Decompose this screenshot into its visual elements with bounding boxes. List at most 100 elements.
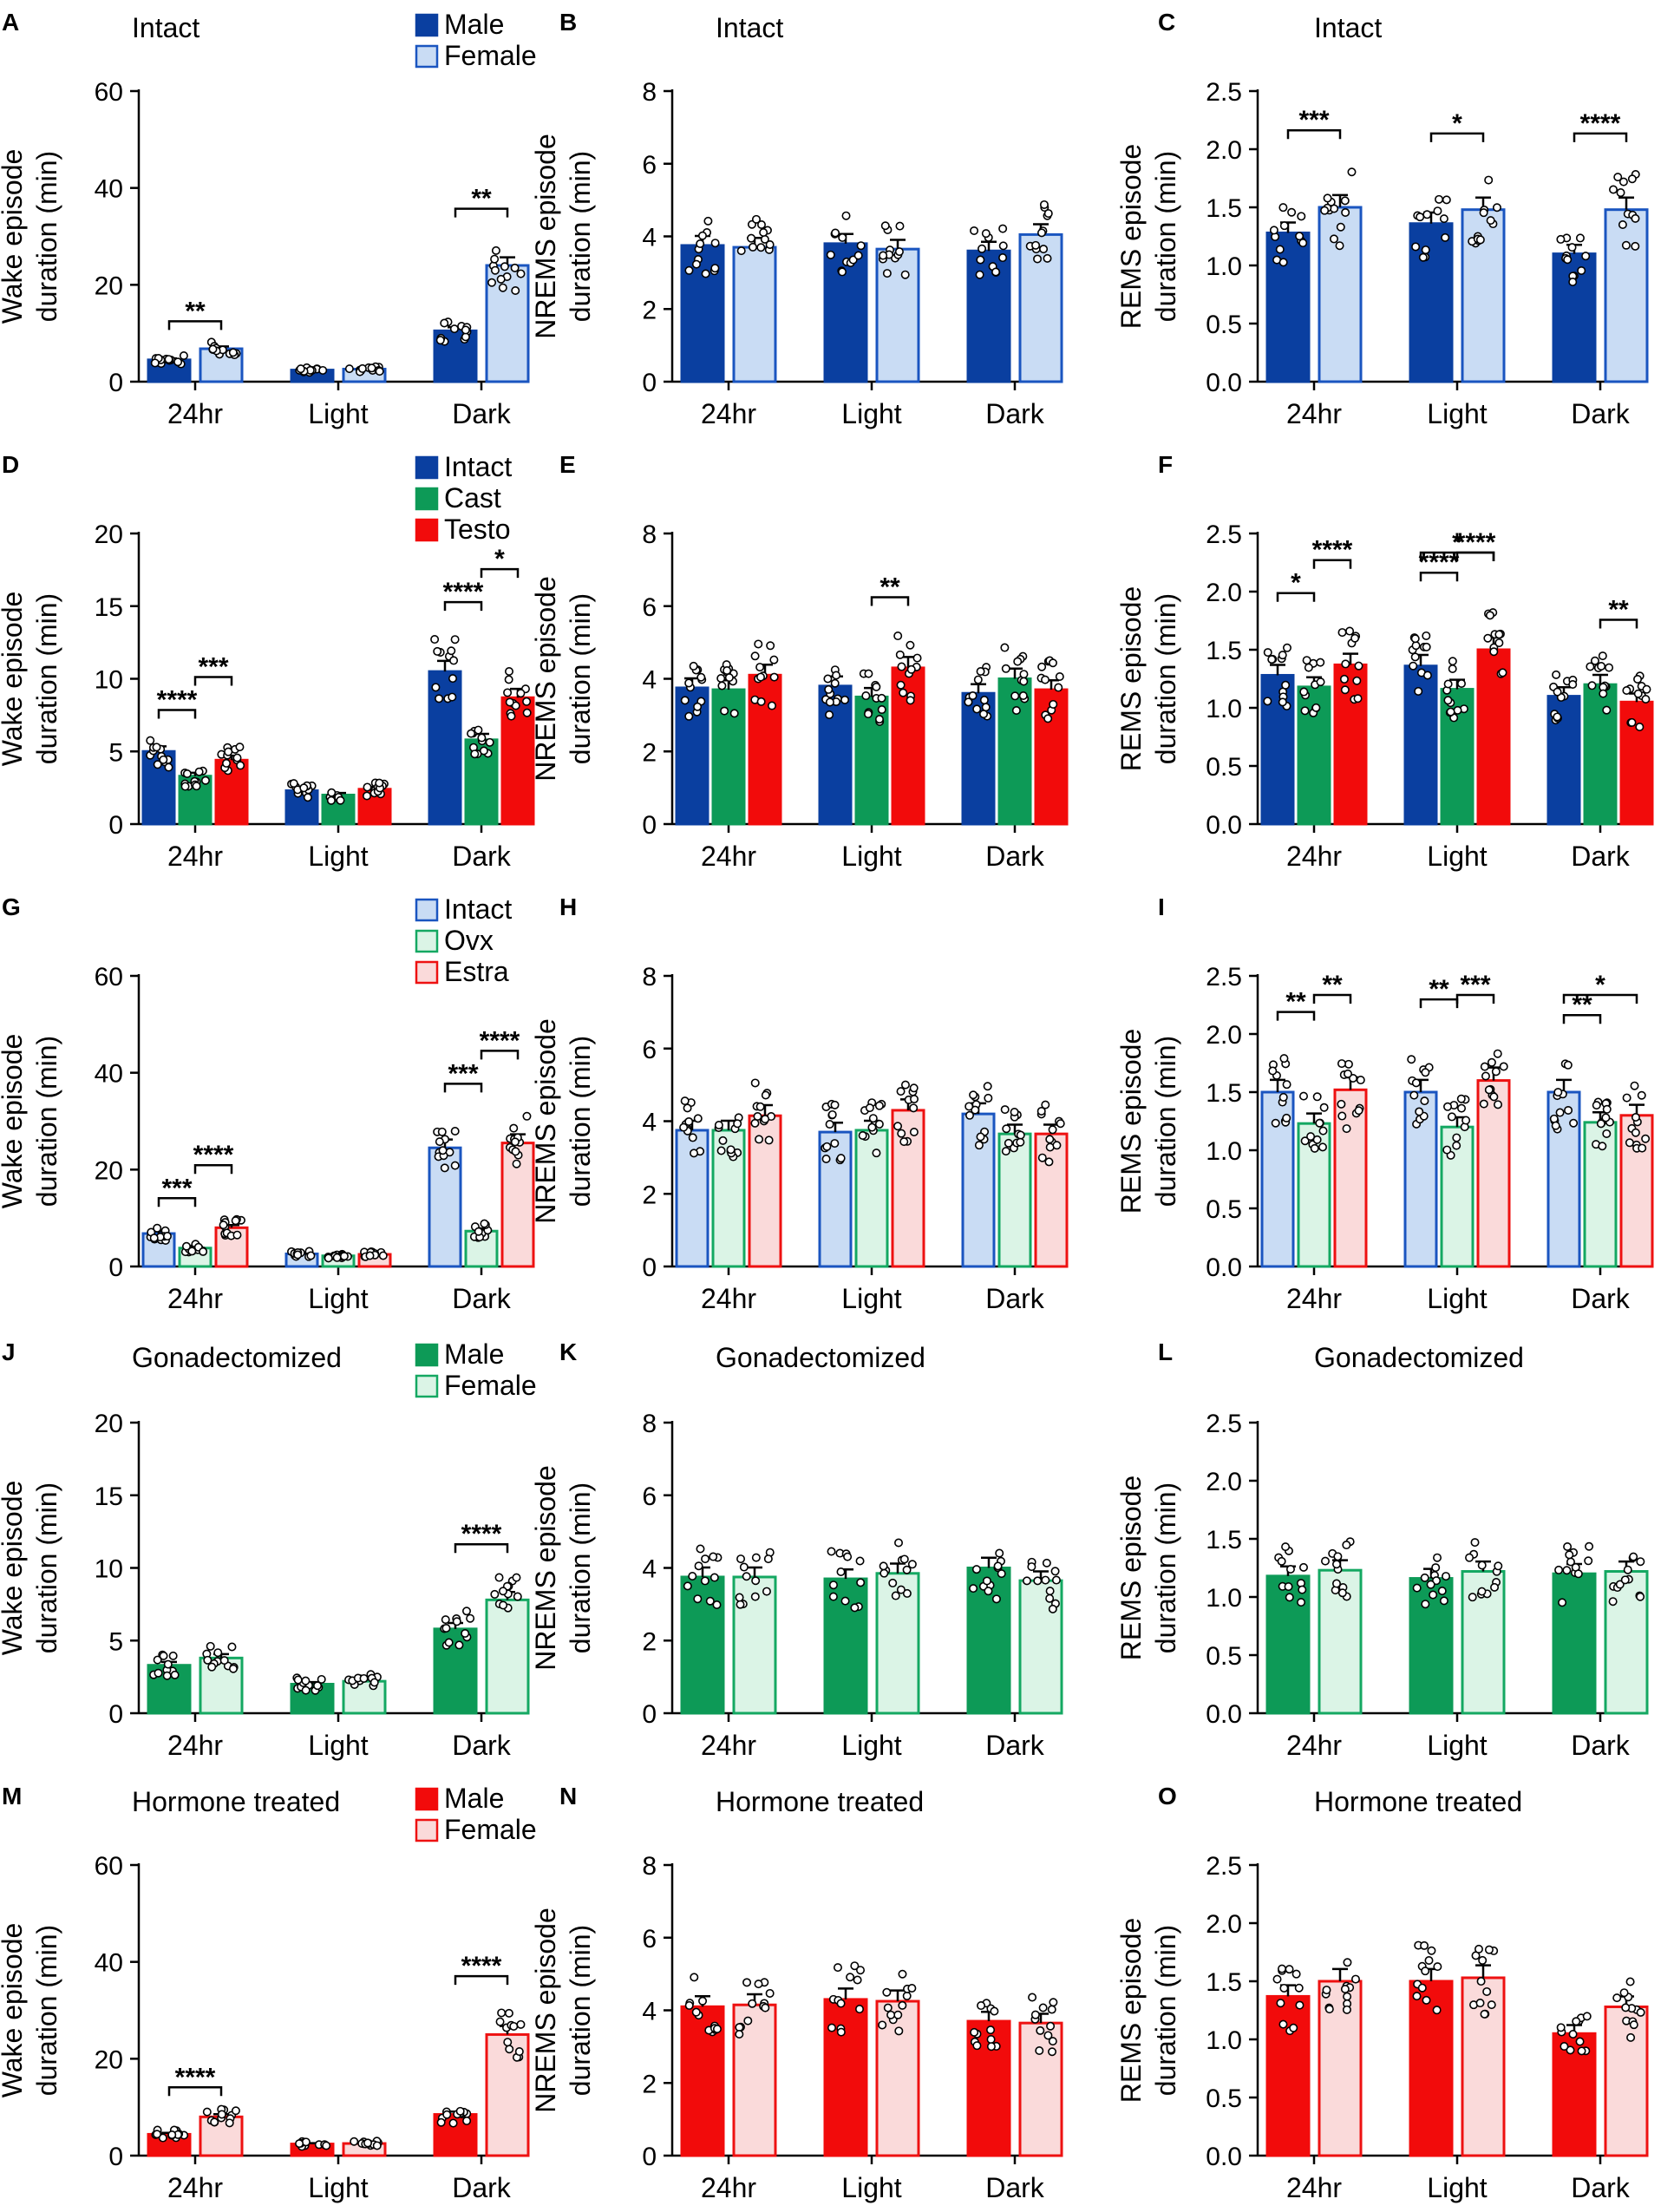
data-point	[709, 1573, 719, 1582]
data-point	[764, 1135, 774, 1145]
data-point	[1285, 1593, 1294, 1602]
data-point	[510, 263, 520, 272]
data-point	[684, 2000, 694, 2010]
y-axis-label: duration (min)	[31, 593, 62, 764]
data-point	[318, 365, 328, 375]
data-point	[831, 228, 840, 238]
y-tick-label: 1.0	[1206, 252, 1242, 281]
data-point	[480, 1219, 489, 1228]
y-tick-label: 10	[95, 666, 123, 695]
y-tick-label: 1.0	[1206, 695, 1242, 723]
legend-label: Ovx	[444, 925, 494, 956]
data-point	[1482, 1986, 1492, 1996]
data-point	[907, 1984, 917, 1993]
data-point	[503, 2038, 513, 2047]
legend-label: Male	[444, 9, 504, 40]
data-point	[972, 704, 982, 714]
data-point	[696, 672, 706, 682]
data-point	[850, 1961, 860, 1971]
significance-label: **	[1285, 988, 1306, 1017]
data-point	[1414, 686, 1423, 696]
data-point	[452, 1617, 461, 1626]
data-point	[1431, 1563, 1441, 1573]
bar-female-dark	[1604, 208, 1649, 383]
panel-l: L Gonadectomized REMS episode duration (min…	[1115, 1338, 1649, 1761]
data-point	[1318, 1142, 1327, 1152]
data-point	[1489, 647, 1499, 657]
significance-bracket	[870, 596, 910, 606]
y-axis-label: Wake episode	[0, 592, 28, 767]
data-point	[1575, 2037, 1585, 2046]
y-tick-label: 0	[108, 369, 123, 397]
data-point	[898, 2000, 907, 2010]
data-point	[1284, 1582, 1293, 1592]
data-point	[1470, 1538, 1480, 1548]
data-point	[1626, 2032, 1636, 2042]
data-point	[1318, 1126, 1328, 1135]
data-point	[1294, 1983, 1304, 1993]
data-point	[1276, 1999, 1285, 2008]
data-point	[1331, 1579, 1341, 1588]
data-point	[461, 1607, 471, 1616]
y-axis-label: REMS episode	[1115, 1029, 1147, 1214]
data-point	[1618, 220, 1627, 230]
data-point	[1411, 1078, 1421, 1088]
panel-title: Hormone treated	[1314, 1786, 1522, 1817]
y-tick-label: 0	[108, 811, 123, 840]
x-tick-label: Dark	[452, 1730, 512, 1761]
data-point	[756, 672, 766, 682]
y-tick-label: 20	[95, 1156, 123, 1185]
y-axis-label: REMS episode	[1115, 586, 1147, 771]
data-point	[868, 1114, 878, 1123]
data-point	[203, 1655, 213, 1665]
data-point	[1287, 207, 1297, 217]
data-point	[1479, 1099, 1488, 1109]
x-tick-label: Dark	[985, 1283, 1045, 1314]
data-point	[217, 2110, 226, 2119]
data-point	[455, 2106, 465, 2116]
data-point	[909, 1128, 919, 1137]
data-point	[993, 1561, 1003, 1571]
data-point	[375, 367, 384, 376]
data-point	[168, 1651, 178, 1660]
data-point	[684, 678, 694, 688]
data-point	[910, 1095, 919, 1104]
panel-letter: D	[2, 451, 19, 478]
data-point	[1421, 1068, 1430, 1077]
data-point	[1054, 683, 1063, 692]
data-point	[1598, 1142, 1607, 1151]
y-tick-label: 15	[95, 1482, 123, 1511]
data-point	[769, 672, 779, 682]
data-point	[339, 1252, 349, 1261]
data-point	[877, 693, 886, 703]
x-tick-label: Light	[1427, 841, 1488, 872]
data-point	[974, 1141, 984, 1150]
y-tick-label: 2	[642, 296, 657, 324]
data-point	[1048, 658, 1057, 668]
panel-j: J Gonadectomized Wake episode duration (min…	[0, 1338, 537, 1761]
data-point	[1300, 1136, 1310, 1146]
y-tick-label: 8	[642, 78, 657, 107]
data-point	[514, 2047, 524, 2057]
data-point	[1037, 1153, 1047, 1162]
data-point	[219, 1656, 229, 1666]
x-tick-label: Dark	[985, 398, 1045, 429]
y-axis-label: duration (min)	[31, 1036, 62, 1207]
data-point	[1322, 1986, 1331, 1995]
data-point	[440, 318, 449, 328]
data-point	[1282, 1080, 1291, 1090]
y-tick-label: 40	[95, 1060, 123, 1089]
data-point	[512, 1159, 521, 1168]
x-tick-label: Dark	[985, 2172, 1045, 2203]
data-point	[1477, 1587, 1487, 1596]
data-point	[1038, 2003, 1048, 2012]
data-point	[437, 1127, 447, 1136]
y-tick-label: 6	[642, 593, 657, 622]
data-point	[1584, 1556, 1593, 1566]
data-point	[1323, 193, 1332, 203]
data-point	[1337, 1099, 1346, 1109]
data-point	[1417, 1983, 1427, 1993]
data-point	[1553, 1088, 1563, 1097]
data-point	[1553, 687, 1562, 697]
data-point	[516, 689, 526, 698]
